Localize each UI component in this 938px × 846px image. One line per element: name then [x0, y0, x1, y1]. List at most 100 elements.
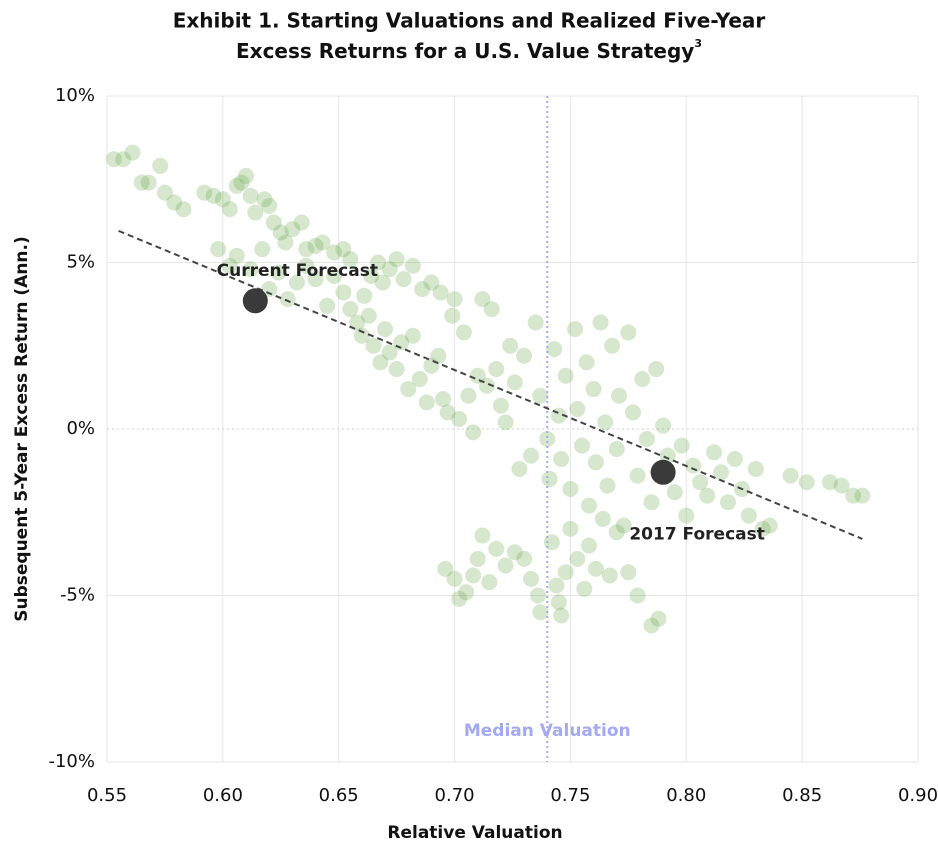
point	[604, 337, 621, 354]
point	[638, 430, 655, 447]
point	[451, 411, 468, 428]
y-tick-label: 5%	[66, 252, 95, 273]
point	[666, 484, 683, 501]
point	[562, 480, 579, 497]
x-tick-label: 0.85	[782, 785, 822, 806]
point	[611, 387, 628, 404]
point	[580, 537, 597, 554]
point	[615, 517, 632, 534]
point	[497, 414, 514, 431]
point	[349, 314, 366, 331]
point	[293, 214, 310, 231]
point	[592, 314, 609, 331]
point	[506, 544, 523, 561]
point	[455, 324, 472, 341]
point	[265, 214, 282, 231]
point	[314, 234, 331, 251]
point	[634, 371, 651, 388]
x-tick-label: 0.75	[550, 785, 590, 806]
point	[335, 241, 352, 258]
y-tick-label: 0%	[66, 418, 95, 439]
y-tick-label: -10%	[48, 751, 95, 772]
point	[233, 174, 250, 191]
point	[326, 267, 343, 284]
point	[261, 281, 278, 298]
point	[541, 470, 558, 487]
point	[451, 590, 468, 607]
point	[643, 494, 660, 511]
point	[594, 510, 611, 527]
point	[629, 467, 646, 484]
point	[569, 401, 586, 418]
point	[238, 167, 255, 184]
point	[205, 187, 222, 204]
point	[242, 261, 259, 278]
y-tick-label: -5%	[60, 585, 95, 606]
grid: 0.55 0.60 0.65 0.70 0.75 0.80 0.85 0.90 -10% -5% 0…	[48, 85, 938, 806]
x-tick-label: 0.60	[203, 785, 243, 806]
point	[434, 391, 451, 408]
point	[270, 264, 287, 281]
point	[395, 271, 412, 288]
point	[156, 184, 173, 201]
point	[624, 404, 641, 421]
point	[599, 477, 616, 494]
point	[411, 371, 428, 388]
point	[601, 567, 618, 584]
point	[706, 444, 723, 461]
point	[404, 257, 421, 274]
point	[196, 184, 213, 201]
point	[277, 234, 294, 251]
point	[446, 570, 463, 587]
point	[497, 557, 514, 574]
point	[388, 251, 405, 268]
point	[221, 201, 238, 218]
point	[342, 301, 359, 318]
point	[446, 291, 463, 308]
point	[437, 560, 454, 577]
point	[261, 197, 278, 214]
point	[587, 560, 604, 577]
footnote-mark: 3	[694, 37, 702, 50]
point	[423, 274, 440, 291]
point	[214, 191, 231, 208]
point	[754, 520, 771, 537]
point	[798, 474, 815, 491]
point	[469, 550, 486, 567]
point	[650, 610, 667, 627]
point	[115, 151, 132, 168]
point	[458, 584, 475, 601]
point	[374, 274, 391, 291]
point	[418, 394, 435, 411]
point	[532, 604, 549, 621]
point	[272, 224, 289, 241]
point	[516, 550, 533, 567]
x-tick-label: 0.65	[319, 785, 359, 806]
chart-title-line: Excess Returns for a U.S. Value Strategy	[236, 39, 694, 63]
point	[289, 274, 306, 291]
point	[469, 367, 486, 384]
point	[854, 487, 871, 504]
point	[353, 327, 370, 344]
point	[845, 487, 862, 504]
point	[713, 464, 730, 481]
point	[465, 567, 482, 584]
point	[381, 261, 398, 278]
point	[298, 257, 315, 274]
point	[629, 587, 646, 604]
point	[655, 417, 672, 434]
point	[529, 587, 546, 604]
point	[483, 301, 500, 318]
point	[444, 307, 461, 324]
point	[307, 237, 324, 254]
point	[133, 174, 150, 191]
point	[553, 450, 570, 467]
point	[761, 517, 778, 534]
point	[620, 324, 637, 341]
point	[404, 327, 421, 344]
point	[432, 284, 449, 301]
point	[284, 221, 301, 238]
point	[567, 321, 584, 338]
y-axis-title: Subsequent 5-Year Excess Return (Ann.)	[12, 236, 32, 622]
point	[242, 187, 259, 204]
